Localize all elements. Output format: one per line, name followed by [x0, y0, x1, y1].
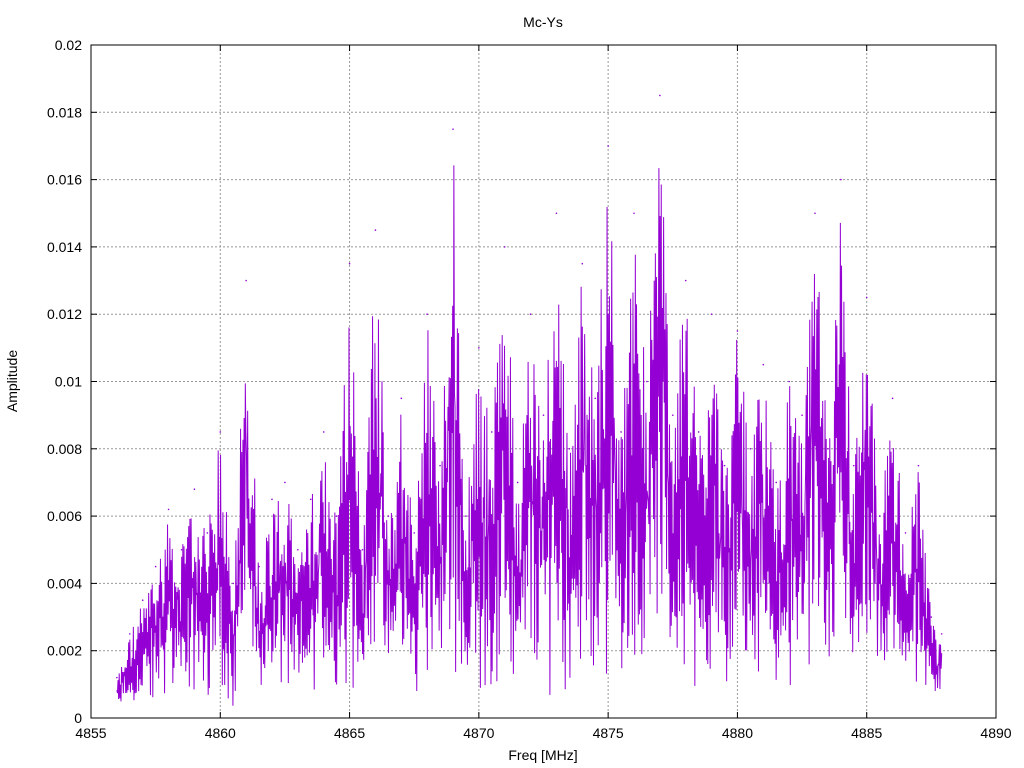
- x-tick-label: 4880: [722, 725, 753, 741]
- data-point: [167, 508, 170, 511]
- data-point: [710, 313, 713, 316]
- y-tick-label: 0.012: [47, 306, 82, 322]
- data-point: [697, 431, 700, 433]
- y-tick-label: 0.02: [55, 37, 82, 53]
- data-point: [659, 94, 661, 97]
- data-point: [607, 145, 609, 147]
- data-point: [555, 212, 558, 215]
- data-point: [297, 548, 299, 551]
- y-tick-label: 0: [74, 710, 82, 726]
- y-tick-label: 0.002: [47, 643, 82, 659]
- data-point: [852, 464, 855, 467]
- data-point: [193, 488, 196, 490]
- data-point: [374, 229, 377, 231]
- y-tick-label: 0.008: [47, 441, 82, 457]
- x-tick-label: 4855: [75, 725, 106, 741]
- data-point: [465, 515, 467, 517]
- data-point: [271, 498, 273, 501]
- chart-title: Mc-Ys: [523, 14, 563, 30]
- data-point: [581, 262, 584, 265]
- data-point: [646, 380, 648, 383]
- data-point: [878, 515, 881, 517]
- data-point: [284, 481, 286, 484]
- data-point: [940, 633, 943, 635]
- data-point: [426, 313, 428, 316]
- data-point: [529, 313, 532, 316]
- y-tick-label: 0.016: [47, 172, 82, 188]
- data-point: [245, 279, 247, 282]
- data-point: [788, 380, 790, 383]
- data-point: [840, 178, 842, 181]
- data-point: [258, 565, 260, 568]
- x-axis-label: Freq [MHz]: [508, 747, 577, 763]
- data-point: [775, 481, 778, 484]
- data-point: [917, 464, 920, 467]
- data-point: [814, 212, 816, 215]
- data-point: [452, 128, 454, 130]
- data-point: [322, 431, 325, 433]
- data-point: [361, 548, 364, 551]
- data-point: [180, 548, 183, 551]
- y-tick-label: 0.014: [47, 239, 82, 255]
- data-point: [141, 599, 144, 602]
- data-point: [684, 279, 687, 282]
- data-point: [232, 582, 235, 585]
- tick-labels: 4855 4860 4865 4870 4875 4880 4885 4890 0 0.002 0.…: [47, 37, 1012, 741]
- x-tick-label: 4860: [205, 725, 236, 741]
- data-point: [206, 532, 209, 534]
- data-point: [413, 532, 416, 534]
- series-layer: [116, 94, 943, 706]
- data-point: [478, 347, 480, 349]
- data-point: [671, 414, 674, 416]
- y-tick-label: 0.018: [47, 104, 82, 120]
- x-tick-label: 4885: [851, 725, 882, 741]
- data-point: [542, 414, 545, 416]
- data-point: [116, 676, 118, 679]
- data-point: [219, 431, 222, 433]
- data-point: [503, 246, 506, 248]
- y-axis-label: Amplitude: [4, 350, 20, 412]
- data-point: [516, 481, 519, 484]
- data-point: [827, 448, 829, 450]
- data-point: [633, 212, 635, 215]
- x-tick-label: 4870: [463, 725, 494, 741]
- data-point: [154, 565, 157, 568]
- data-point: [891, 397, 894, 400]
- data-point: [348, 262, 351, 265]
- data-point: [930, 616, 933, 618]
- x-tick-label: 4875: [593, 725, 624, 741]
- y-tick-label: 0.006: [47, 508, 82, 524]
- data-point: [865, 296, 868, 299]
- data-point: [400, 397, 403, 400]
- data-point: [620, 431, 622, 433]
- data-point: [439, 464, 441, 467]
- x-tick-label: 4890: [980, 725, 1011, 741]
- x-tick-label: 4865: [334, 725, 365, 741]
- ticks: [90, 44, 997, 719]
- data-point: [490, 431, 493, 433]
- data-point: [723, 464, 726, 467]
- data-point: [128, 633, 131, 635]
- data-point: [568, 448, 571, 450]
- data-point: [762, 363, 765, 366]
- series-line: [116, 165, 943, 706]
- data-point: [387, 515, 390, 517]
- y-tick-label: 0.01: [55, 374, 82, 390]
- data-point: [736, 330, 739, 332]
- data-point: [749, 448, 752, 450]
- data-point: [904, 532, 907, 534]
- y-tick-label: 0.004: [47, 575, 82, 591]
- data-point: [335, 515, 338, 517]
- data-point: [309, 498, 312, 501]
- data-point: [594, 397, 597, 400]
- data-point: [801, 414, 803, 416]
